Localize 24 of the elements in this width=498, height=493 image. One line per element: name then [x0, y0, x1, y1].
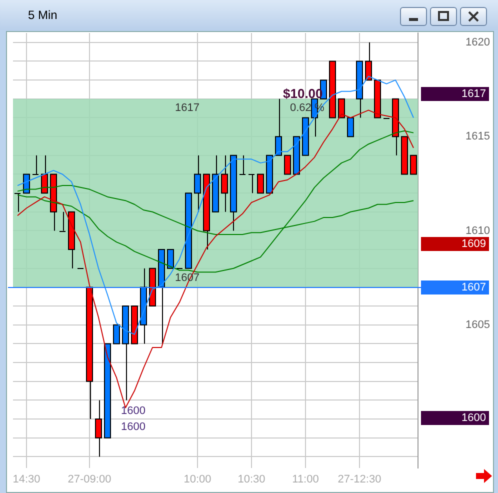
candlestick: [240, 154, 246, 175]
annotation: 1600: [121, 421, 146, 433]
text: 1617: [462, 88, 486, 100]
x-tick-label: 10:00: [184, 474, 212, 486]
candlestick: [32, 154, 38, 175]
candlestick: [14, 192, 20, 212]
candlestick: [60, 211, 66, 232]
x-tick-label: 27-12:30: [338, 474, 382, 486]
x-tick-label: 14:30: [12, 474, 40, 486]
y-tick-label: 1615: [466, 130, 490, 143]
text: 1609: [462, 238, 486, 250]
x-tick-label: 10:30: [238, 474, 266, 486]
y-tick-label: 1620: [466, 36, 490, 48]
chart-title: 5 Min: [28, 8, 58, 22]
text: 1600: [462, 412, 486, 424]
annotation: 1617: [175, 102, 200, 114]
annotation: 1600: [121, 405, 146, 417]
candlestick: [248, 174, 254, 194]
annotation: 0.62 %: [290, 102, 324, 114]
y-tick-label: 1610: [466, 224, 490, 237]
ref-line-label: 1607: [462, 282, 486, 294]
x-tick-label: 11:00: [292, 474, 319, 486]
y-tick-label: 1605: [466, 318, 490, 331]
x-tick-label: 27-09:00: [68, 474, 112, 486]
